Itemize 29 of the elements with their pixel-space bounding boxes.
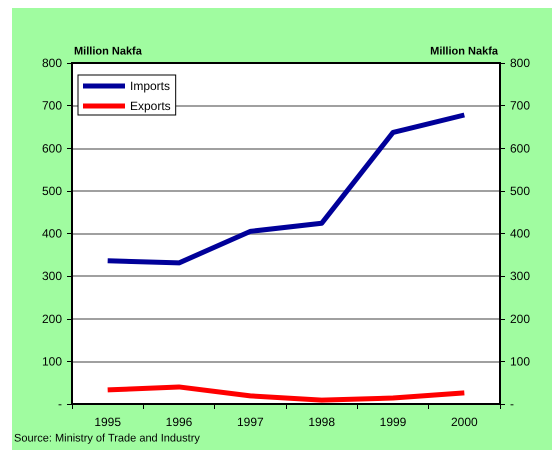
y-tick-label: 800: [42, 56, 62, 70]
x-tick-label: 1996: [166, 415, 193, 429]
y-tick-label: 300: [42, 269, 62, 284]
y-tick-label: 500: [42, 184, 62, 198]
x-tick-label: 1995: [94, 415, 122, 429]
y-tick-label: 700: [42, 98, 62, 113]
y2-tick-label: 500: [510, 184, 530, 198]
y-tick-label: 600: [42, 141, 62, 156]
y-tick-label: 100: [42, 354, 62, 368]
x-tick-label: 1997: [236, 415, 264, 429]
y2-axis-title: Million Nakfa: [430, 46, 499, 58]
y-tick-label: 400: [42, 226, 62, 240]
x-tick-label: 1999: [380, 415, 407, 429]
y2-tick-label: 300: [510, 269, 530, 284]
y2-tick-label: 200: [510, 312, 530, 326]
y-tick-label: -: [58, 397, 62, 411]
legend-label: Exports: [130, 99, 171, 113]
x-tick-label: 1998: [308, 415, 336, 429]
y2-tick-label: 800: [510, 56, 530, 70]
y-tick-label: 200: [42, 312, 62, 326]
y2-tick-label: 600: [510, 141, 530, 156]
x-tick-label: 2000: [450, 415, 478, 429]
legend-label: Imports: [130, 79, 170, 93]
y-axis-title: Million Nakfa: [74, 46, 143, 58]
y2-tick-label: 700: [510, 98, 530, 113]
y2-tick-label: 400: [510, 226, 530, 240]
y2-tick-label: -: [510, 397, 514, 411]
y2-tick-label: 100: [510, 354, 530, 368]
source-note: Source: Ministry of Trade and Industry: [14, 432, 200, 444]
